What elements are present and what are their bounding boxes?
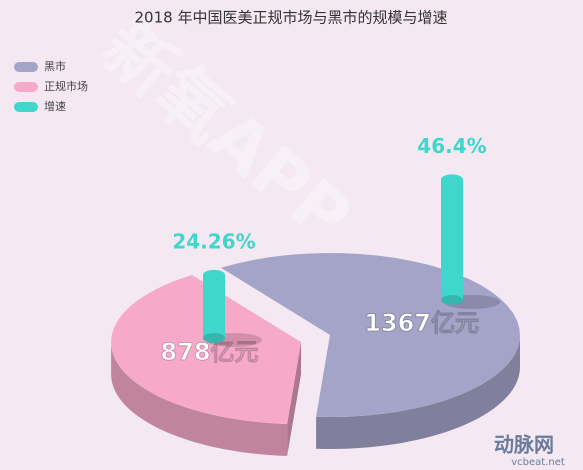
legend-label: 增速 — [44, 99, 66, 113]
legend-label: 正规市场 — [44, 79, 88, 93]
cylinder-base — [441, 295, 463, 305]
growth-cylinder — [203, 274, 225, 338]
source-url: vcbeat.net — [511, 457, 565, 468]
pie-side — [111, 342, 288, 456]
slice-label: 1367亿元 — [364, 309, 479, 337]
source: 动脉网 — [494, 433, 554, 457]
pie-side — [316, 335, 520, 449]
slice-label: 878亿元 — [160, 338, 258, 366]
chart-title: 2018 年中国医美正规市场与黑市的规模与增速 — [135, 9, 448, 27]
legend-swatch — [14, 82, 38, 92]
growth-cylinder — [441, 179, 463, 300]
growth-label: 24.26% — [172, 229, 255, 253]
cylinder-top — [441, 174, 463, 185]
cylinder-base — [203, 333, 225, 343]
legend-swatch — [14, 62, 38, 72]
pie-slice — [111, 275, 302, 424]
cylinder-top — [203, 269, 225, 280]
legend-swatch — [14, 102, 38, 112]
legend-label: 黑市 — [44, 59, 66, 73]
growth-label: 46.4% — [417, 134, 486, 158]
pie-side — [287, 342, 302, 456]
